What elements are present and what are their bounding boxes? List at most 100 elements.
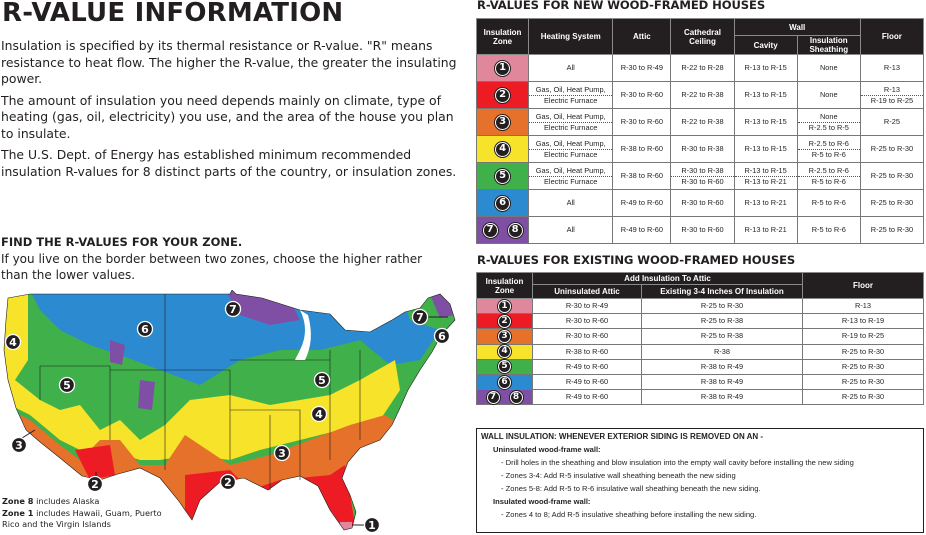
wall-instruction: - Zones 3-4: Add R-5 insulative wall she…: [501, 471, 736, 480]
map-label-2: 2: [86, 475, 104, 493]
sheathing-cell-value: None: [819, 90, 838, 99]
zone-badge: 8: [507, 222, 523, 238]
existing-cell-value: R-38 to R-49: [700, 392, 744, 402]
attic-cell: R-49 to R-60: [612, 216, 672, 244]
table-row: 7 8 All R-49 to R-60 R-30 to R-60 R-13 to R-2…: [475, 216, 925, 244]
map-label-5: 5: [58, 376, 76, 394]
attic-cell: R-30 to R-60: [612, 108, 672, 136]
sheathing-cell-value: None: [819, 63, 838, 72]
cavity-cell-value: R-13 to R-21: [734, 175, 797, 187]
svg-text:5: 5: [318, 374, 326, 387]
heating-cell-value: Gas, Oil, Heat Pump,: [535, 111, 606, 121]
floor-cell-value: R-19 to R-25: [841, 331, 885, 341]
wall-instruction: - Zones 5-8: Add R-5 to R-6 insulative w…: [501, 484, 761, 493]
uninsulated-cell: R-49 to R-60: [532, 358, 642, 375]
header-add-attic: Add Insulation To Attic: [532, 272, 803, 285]
existing-cell-value: R-25 to R-38: [700, 331, 744, 341]
sheathing-cell: None: [796, 81, 861, 109]
uninsulated-cell: R-38 to R-60: [532, 343, 642, 360]
cathedral-cell: R-22 to R-38: [670, 81, 735, 109]
sheathing-cell: None R-2.5 to R-5: [796, 108, 861, 136]
zone-badge: 6: [495, 195, 511, 211]
zone-badge: 1: [495, 60, 511, 76]
attic-cell-value: R-30 to R-60: [620, 117, 664, 126]
uninsulated-cell-value: R-49 to R-60: [565, 392, 609, 402]
cavity-cell: R-13 to R-21: [733, 189, 798, 217]
uninsulated-cell-value: R-38 to R-60: [565, 346, 609, 356]
map-note-alaska: Zone 8 includes Alaska: [2, 496, 100, 506]
floor-cell-value: R-13 to R-19: [841, 316, 885, 326]
floor-cell-value: R-13: [854, 301, 872, 311]
cavity-cell: R-13 to R-15: [733, 135, 798, 163]
floor-cell-value: R-25 to R-30: [870, 198, 914, 207]
find-zone-text: If you live on the border between two zo…: [1, 252, 423, 282]
uninsulated-cell: R-30 to R-49: [532, 297, 642, 315]
map-label-4: 4: [4, 333, 22, 351]
header-floor: Floor: [802, 272, 924, 299]
floor-cell-value: R-25 to R-30: [841, 361, 885, 371]
floor-cell-value: R-25 to R-30: [841, 346, 885, 356]
zone-cell: 1: [476, 297, 533, 315]
cathedral-cell-value: R-30 to R-38: [681, 165, 724, 175]
map-label-1: 1: [363, 516, 381, 534]
map-label-7: 7: [411, 308, 429, 326]
floor-cell: R-13 to R-19: [802, 313, 924, 330]
heating-cell: Gas, Oil, Heat Pump, Electric Furnace: [528, 135, 614, 163]
cathedral-cell: R-30 to R-38 R-30 to R-60: [670, 162, 735, 190]
header-sheathing: Insulation Sheathing: [796, 35, 861, 55]
intro-paragraph: The amount of insulation you need depend…: [1, 92, 454, 141]
uninsulated-cell: R-49 to R-60: [532, 373, 642, 391]
zone-badge: 2: [495, 87, 511, 103]
existing-cell-value: R-38: [713, 346, 731, 356]
cavity-cell-value: R-13 to R-15: [744, 63, 787, 72]
cavity-cell: R-13 to R-15: [733, 54, 798, 82]
header-cathedral: Cathedral Ceiling: [670, 18, 735, 55]
zone-badge: 7: [486, 390, 500, 404]
existing-cell: R-38 to R-49: [641, 358, 803, 375]
zone-cell: 2: [476, 313, 533, 330]
existing-houses-table: Insulation Zone Add Insulation To Attic …: [476, 272, 924, 406]
cavity-cell-value: R-13 to R-15: [744, 117, 787, 126]
heating-cell-value: Electric Furnace: [529, 148, 613, 160]
floor-cell: R-25 to R-30: [802, 343, 924, 360]
heating-cell-value: Gas, Oil, Heat Pump,: [535, 138, 606, 148]
cathedral-cell: R-30 to R-38: [670, 135, 735, 163]
header-heating: Heating System: [528, 18, 614, 55]
floor-cell-value: R-13: [883, 63, 900, 72]
intro-text: Insulation is specified by its thermal r…: [1, 38, 466, 185]
attic-cell-value: R-30 to R-60: [620, 90, 664, 99]
sheathing-cell-value: R-5 to R-6: [811, 198, 846, 207]
heating-cell: All: [528, 54, 614, 82]
new-houses-rows: 1 All R-30 to R-49 R-22 to R-28 R-13 to R-15…: [475, 54, 925, 244]
table-row: 2 Gas, Oil, Heat Pump, Electric Furnace R-3…: [475, 81, 925, 109]
zone-cell: 3: [475, 108, 530, 136]
zone-cell: 6: [476, 373, 533, 391]
attic-cell-value: R-30 to R-49: [620, 63, 664, 72]
zone-badge: 5: [498, 360, 511, 374]
existing-cell: R-38: [641, 343, 803, 360]
existing-cell-value: R-25 to R-38: [700, 316, 744, 326]
existing-cell: R-38 to R-49: [641, 373, 803, 391]
us-zone-map: 7 6 7 6 4 5 5 4 3 3 2 2 1: [3, 290, 456, 534]
cathedral-cell-value: R-22 to R-38: [681, 117, 724, 126]
table-row: 6 R-49 to R-60 R-38 to R-49 R-25 to R-30: [476, 373, 924, 391]
svg-text:3: 3: [278, 447, 286, 460]
cathedral-cell: R-30 to R-60: [670, 216, 735, 244]
cathedral-cell: R-22 to R-38: [670, 108, 735, 136]
cathedral-cell-value: R-30 to R-38: [681, 144, 724, 153]
heating-cell-value: All: [566, 225, 575, 234]
cathedral-cell-value: R-22 to R-28: [681, 63, 724, 72]
existing-cell-value: R-38 to R-49: [700, 377, 744, 387]
table-row: 5 R-49 to R-60 R-38 to R-49 R-25 to R-30: [476, 358, 924, 375]
zone-cell: 5: [475, 162, 530, 190]
zone-badge: 8: [509, 390, 523, 404]
cavity-cell-value: R-13 to R-15: [744, 90, 787, 99]
attic-cell: R-49 to R-60: [612, 189, 672, 217]
existing-cell: R-25 to R-38: [641, 328, 803, 345]
uninsulated-cell: R-49 to R-60: [532, 389, 642, 406]
map-label-5: 5: [313, 371, 331, 389]
wall-instruction: - Zones 4 to 8; Add R-5 insulative sheat…: [501, 510, 757, 519]
uninsulated-cell-value: R-30 to R-60: [565, 316, 609, 326]
table-row: 4 R-38 to R-60 R-38 R-25 to R-30: [476, 343, 924, 360]
